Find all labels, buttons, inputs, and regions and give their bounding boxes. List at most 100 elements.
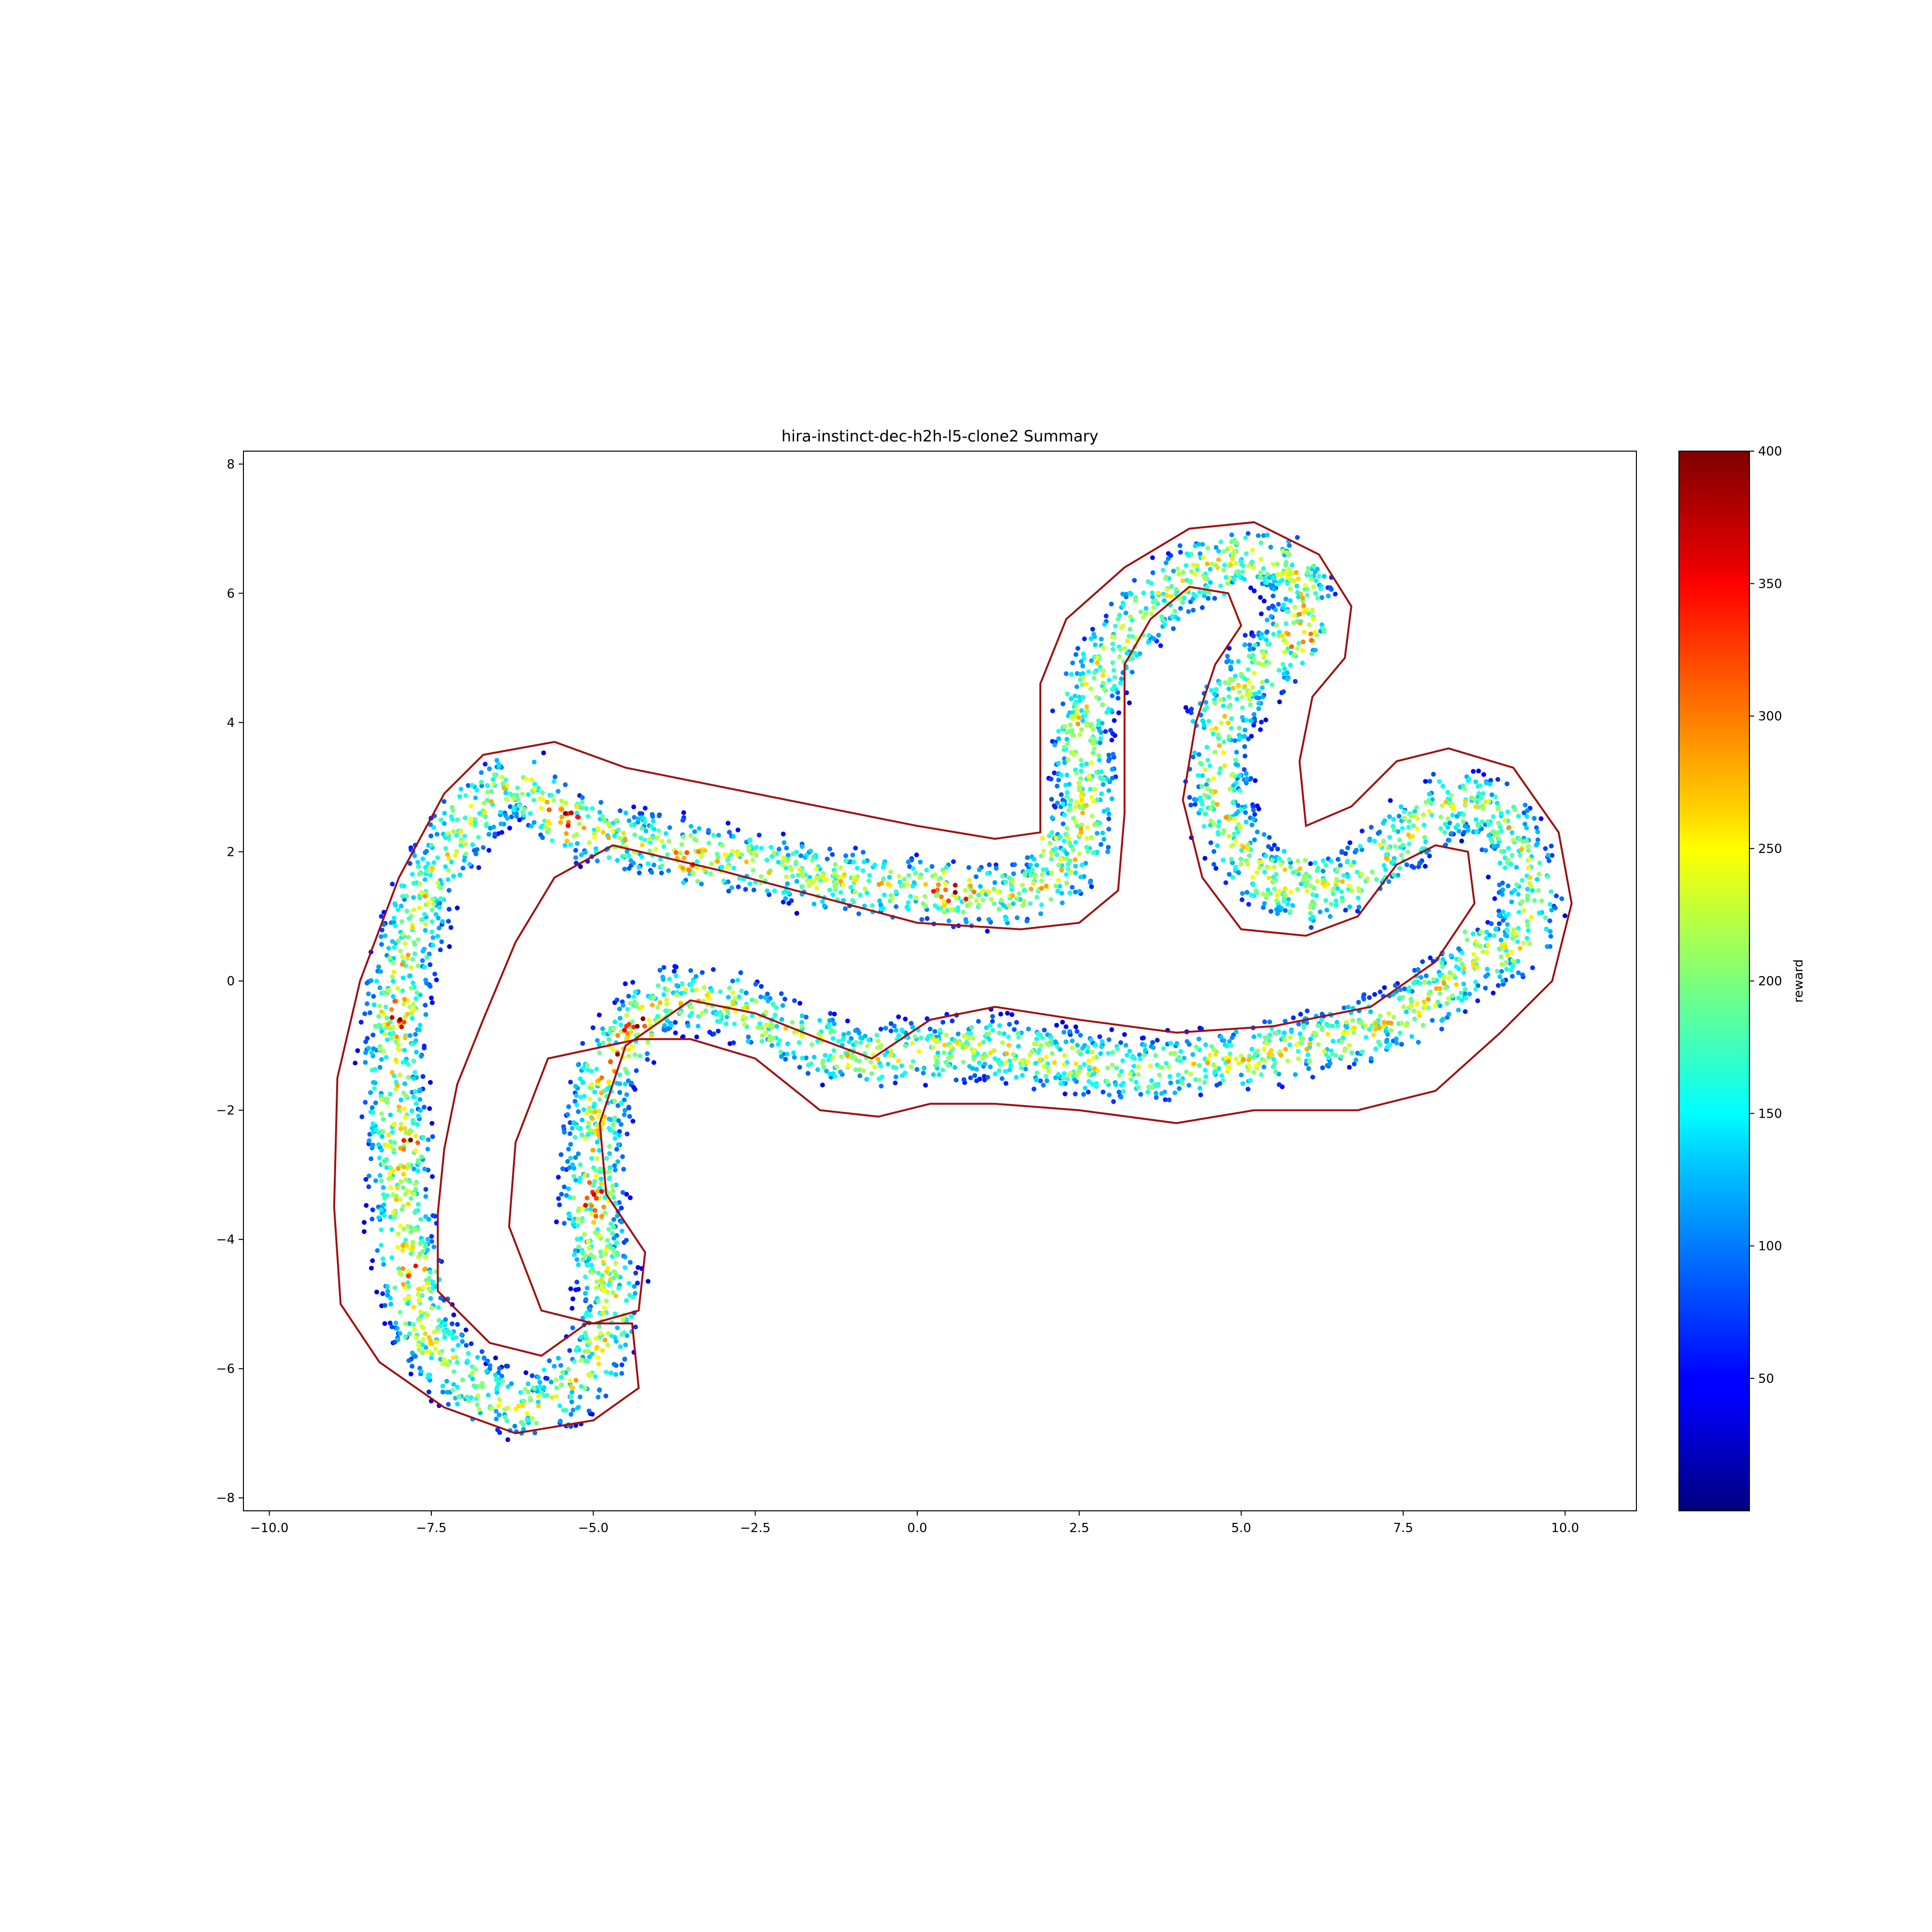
scatter-point — [1249, 718, 1254, 724]
scatter-point — [410, 957, 415, 962]
scatter-point — [1142, 1043, 1147, 1048]
scatter-point — [563, 782, 568, 787]
scatter-point — [505, 1437, 511, 1442]
scatter-point — [463, 815, 468, 821]
scatter-point — [909, 1021, 914, 1026]
scatter-point — [1091, 727, 1096, 732]
scatter-point — [910, 1024, 915, 1030]
scatter-point — [1184, 1039, 1190, 1044]
scatter-point — [743, 990, 749, 995]
scatter-point — [1267, 835, 1272, 840]
scatter-point — [614, 818, 619, 823]
scatter-point — [977, 867, 982, 872]
scatter-point — [1210, 731, 1216, 737]
scatter-point — [827, 887, 832, 893]
scatter-point — [639, 825, 644, 831]
scatter-point — [1509, 950, 1514, 955]
scatter-point — [1249, 1047, 1254, 1052]
scatter-point — [1100, 1039, 1105, 1044]
scatter-point — [556, 1355, 561, 1361]
scatter-point — [842, 872, 847, 877]
scatter-point — [1355, 895, 1361, 901]
scatter-point — [1433, 1003, 1438, 1008]
scatter-point — [1070, 847, 1076, 852]
scatter-point — [624, 1192, 629, 1197]
scatter-point — [780, 1003, 785, 1008]
scatter-point — [491, 824, 497, 830]
scatter-point — [830, 1036, 836, 1041]
scatter-point — [1200, 802, 1205, 807]
scatter-point — [1463, 824, 1468, 829]
scatter-point — [1405, 850, 1410, 854]
scatter-point — [539, 824, 543, 830]
scatter-point — [1223, 880, 1228, 885]
scatter-point — [717, 1019, 722, 1024]
scatter-point — [1255, 803, 1260, 809]
scatter-point — [1074, 770, 1079, 776]
scatter-point — [748, 838, 753, 842]
scatter-point — [393, 923, 398, 928]
scatter-point — [1105, 849, 1110, 854]
scatter-point — [1267, 1019, 1272, 1024]
scatter-point — [1149, 611, 1154, 616]
scatter-point — [532, 781, 537, 787]
scatter-point — [1271, 632, 1276, 637]
scatter-point — [1203, 577, 1208, 582]
scatter-point — [989, 896, 994, 902]
scatter-point — [374, 1290, 379, 1294]
scatter-point — [1085, 1049, 1090, 1054]
scatter-point — [550, 838, 555, 843]
scatter-point — [1246, 667, 1251, 672]
scatter-point — [1527, 941, 1533, 946]
scatter-point — [418, 1108, 423, 1113]
scatter-point — [1268, 544, 1273, 550]
scatter-point — [1272, 886, 1277, 892]
scatter-point — [1066, 836, 1071, 841]
scatter-point — [1081, 1062, 1087, 1067]
scatter-point — [409, 913, 414, 919]
scatter-point — [1414, 805, 1419, 810]
scatter-point — [579, 1250, 584, 1254]
scatter-point — [423, 922, 428, 927]
scatter-point — [1040, 836, 1045, 841]
scatter-point — [593, 1336, 598, 1341]
scatter-point — [438, 947, 443, 952]
scatter-point — [1099, 1044, 1104, 1050]
scatter-point — [1260, 680, 1265, 685]
scatter-point — [1340, 898, 1345, 904]
scatter-point — [1037, 1057, 1043, 1062]
scatter-point — [1386, 879, 1392, 884]
scatter-point — [1244, 820, 1249, 824]
scatter-point — [462, 858, 467, 863]
scatter-point — [590, 1025, 596, 1030]
scatter-point — [1446, 1011, 1451, 1017]
scatter-point — [843, 853, 849, 858]
scatter-point — [1512, 888, 1517, 893]
scatter-point — [961, 909, 966, 915]
scatter-point — [1304, 888, 1309, 894]
scatter-point — [1049, 897, 1053, 902]
scatter-point — [407, 861, 412, 866]
scatter-point — [815, 1067, 821, 1072]
scatter-point — [575, 1223, 580, 1228]
scatter-point — [923, 1082, 928, 1088]
scatter-point — [781, 890, 786, 895]
scatter-point — [607, 1151, 612, 1156]
scatter-point — [408, 1230, 413, 1235]
scatter-point — [790, 874, 795, 879]
scatter-point — [604, 1156, 609, 1161]
scatter-point — [1073, 652, 1079, 657]
scatter-point — [554, 1394, 559, 1399]
scatter-point — [429, 907, 435, 912]
scatter-point — [1094, 822, 1099, 827]
scatter-point — [1272, 842, 1277, 848]
scatter-point — [863, 886, 867, 892]
scatter-point — [520, 791, 525, 796]
scatter-point — [1070, 732, 1075, 738]
scatter-point — [1261, 1065, 1266, 1069]
scatter-point — [1041, 1082, 1046, 1088]
scatter-point — [1064, 1024, 1069, 1029]
scatter-point — [979, 889, 984, 895]
scatter-point — [1202, 1080, 1208, 1085]
scatter-point — [1263, 853, 1268, 858]
